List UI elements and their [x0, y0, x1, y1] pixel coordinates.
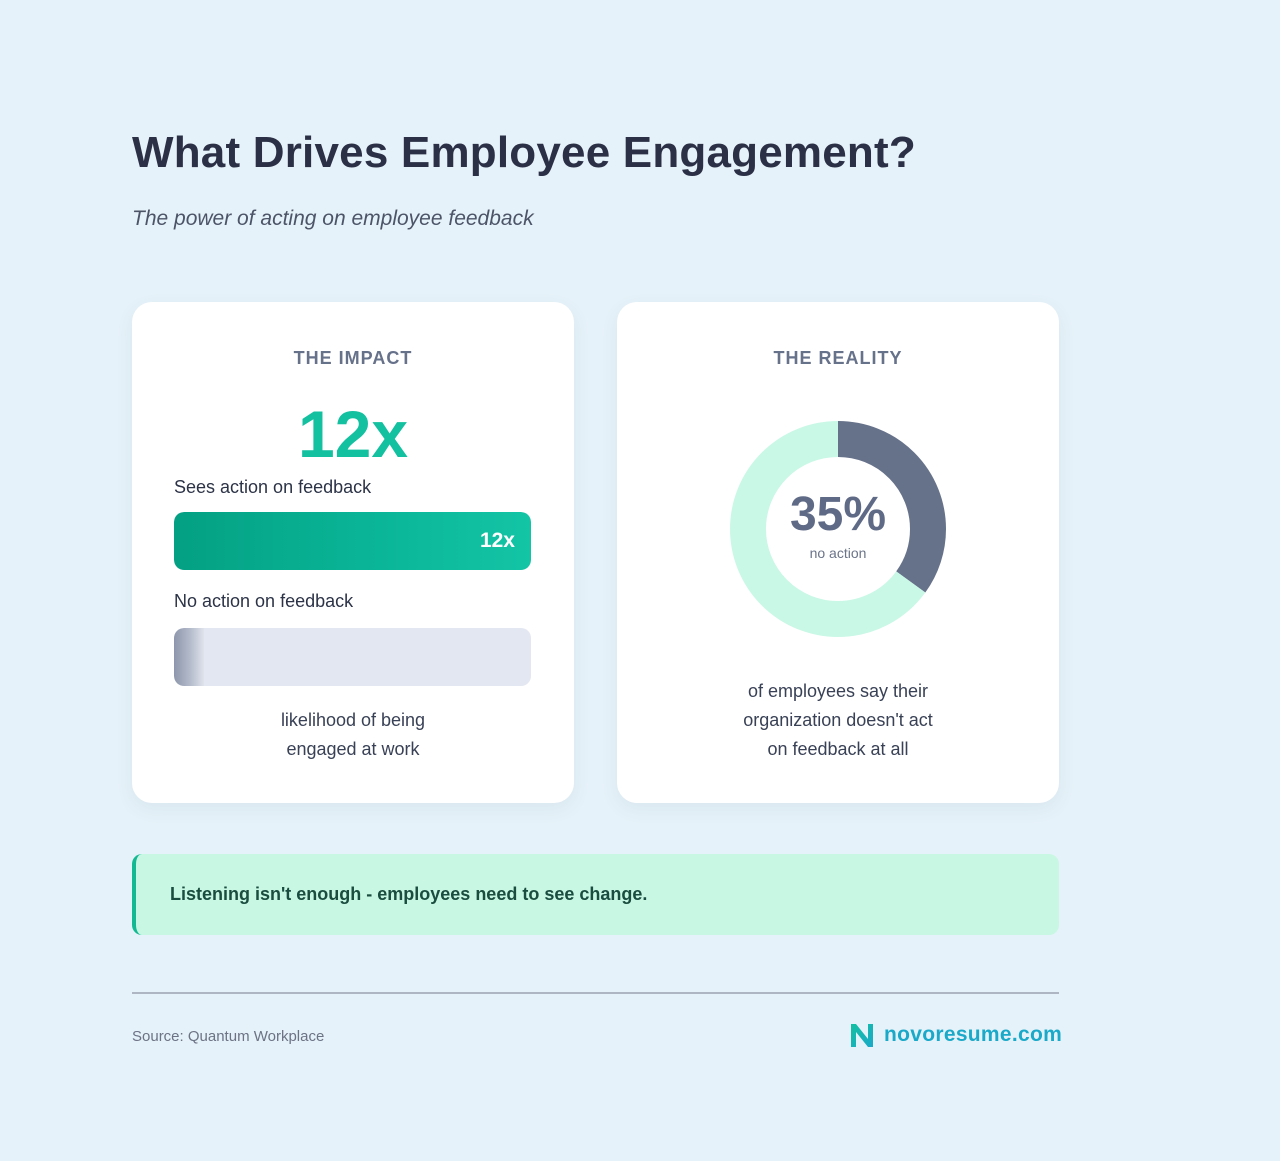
brand-logo-link[interactable]: novoresume.com	[848, 1020, 1062, 1050]
bar-track-sees-action: 12x	[174, 512, 531, 570]
caption-line: on feedback at all	[767, 739, 909, 759]
impact-big-stat: 12x	[297, 397, 409, 471]
reality-caption: of employees say their organization does…	[617, 677, 1059, 764]
footer-divider	[132, 992, 1059, 994]
donut-center: 35% no action	[728, 419, 948, 639]
novoresume-logo-icon	[851, 1024, 873, 1047]
impact-caption: likelihood of being engaged at work	[132, 706, 574, 764]
donut-slice-other	[730, 421, 946, 637]
source-note: Source: Quantum Workplace	[132, 1028, 325, 1045]
caption-line: likelihood of being	[280, 710, 426, 730]
page-title: What Drives Employee Engagement?	[132, 128, 916, 177]
brand-name: novoresume.com	[884, 1023, 1063, 1046]
bar-category-label: No action on feedback	[174, 591, 354, 611]
bar-no-action	[174, 628, 204, 686]
caption-line: of employees say their	[747, 681, 929, 701]
reality-card-heading: THE REALITY	[773, 348, 903, 368]
donut-chart	[730, 421, 946, 637]
caption-line: engaged at work	[286, 739, 420, 759]
impact-card-heading: THE IMPACT	[293, 348, 413, 368]
key-takeaway-callout: Listening isn't enough - employees need …	[132, 854, 1059, 935]
callout-text: Listening isn't enough - employees need …	[170, 884, 648, 904]
bar-sees-action: 12x	[174, 512, 531, 570]
donut-percent-label: 35%	[789, 488, 887, 541]
bar-track-no-action	[174, 628, 531, 686]
page-subtitle: The power of acting on employee feedback	[132, 207, 534, 230]
bar-category-label: Sees action on feedback	[174, 477, 372, 497]
reality-card: THE REALITY 35% no action of employees s…	[617, 302, 1059, 803]
donut-sub-label: no action	[809, 545, 867, 561]
caption-line: organization doesn't act	[743, 710, 933, 730]
impact-card: THE IMPACT 12x Sees action on feedback 1…	[132, 302, 574, 803]
bar-data-label: 12x	[479, 529, 515, 552]
